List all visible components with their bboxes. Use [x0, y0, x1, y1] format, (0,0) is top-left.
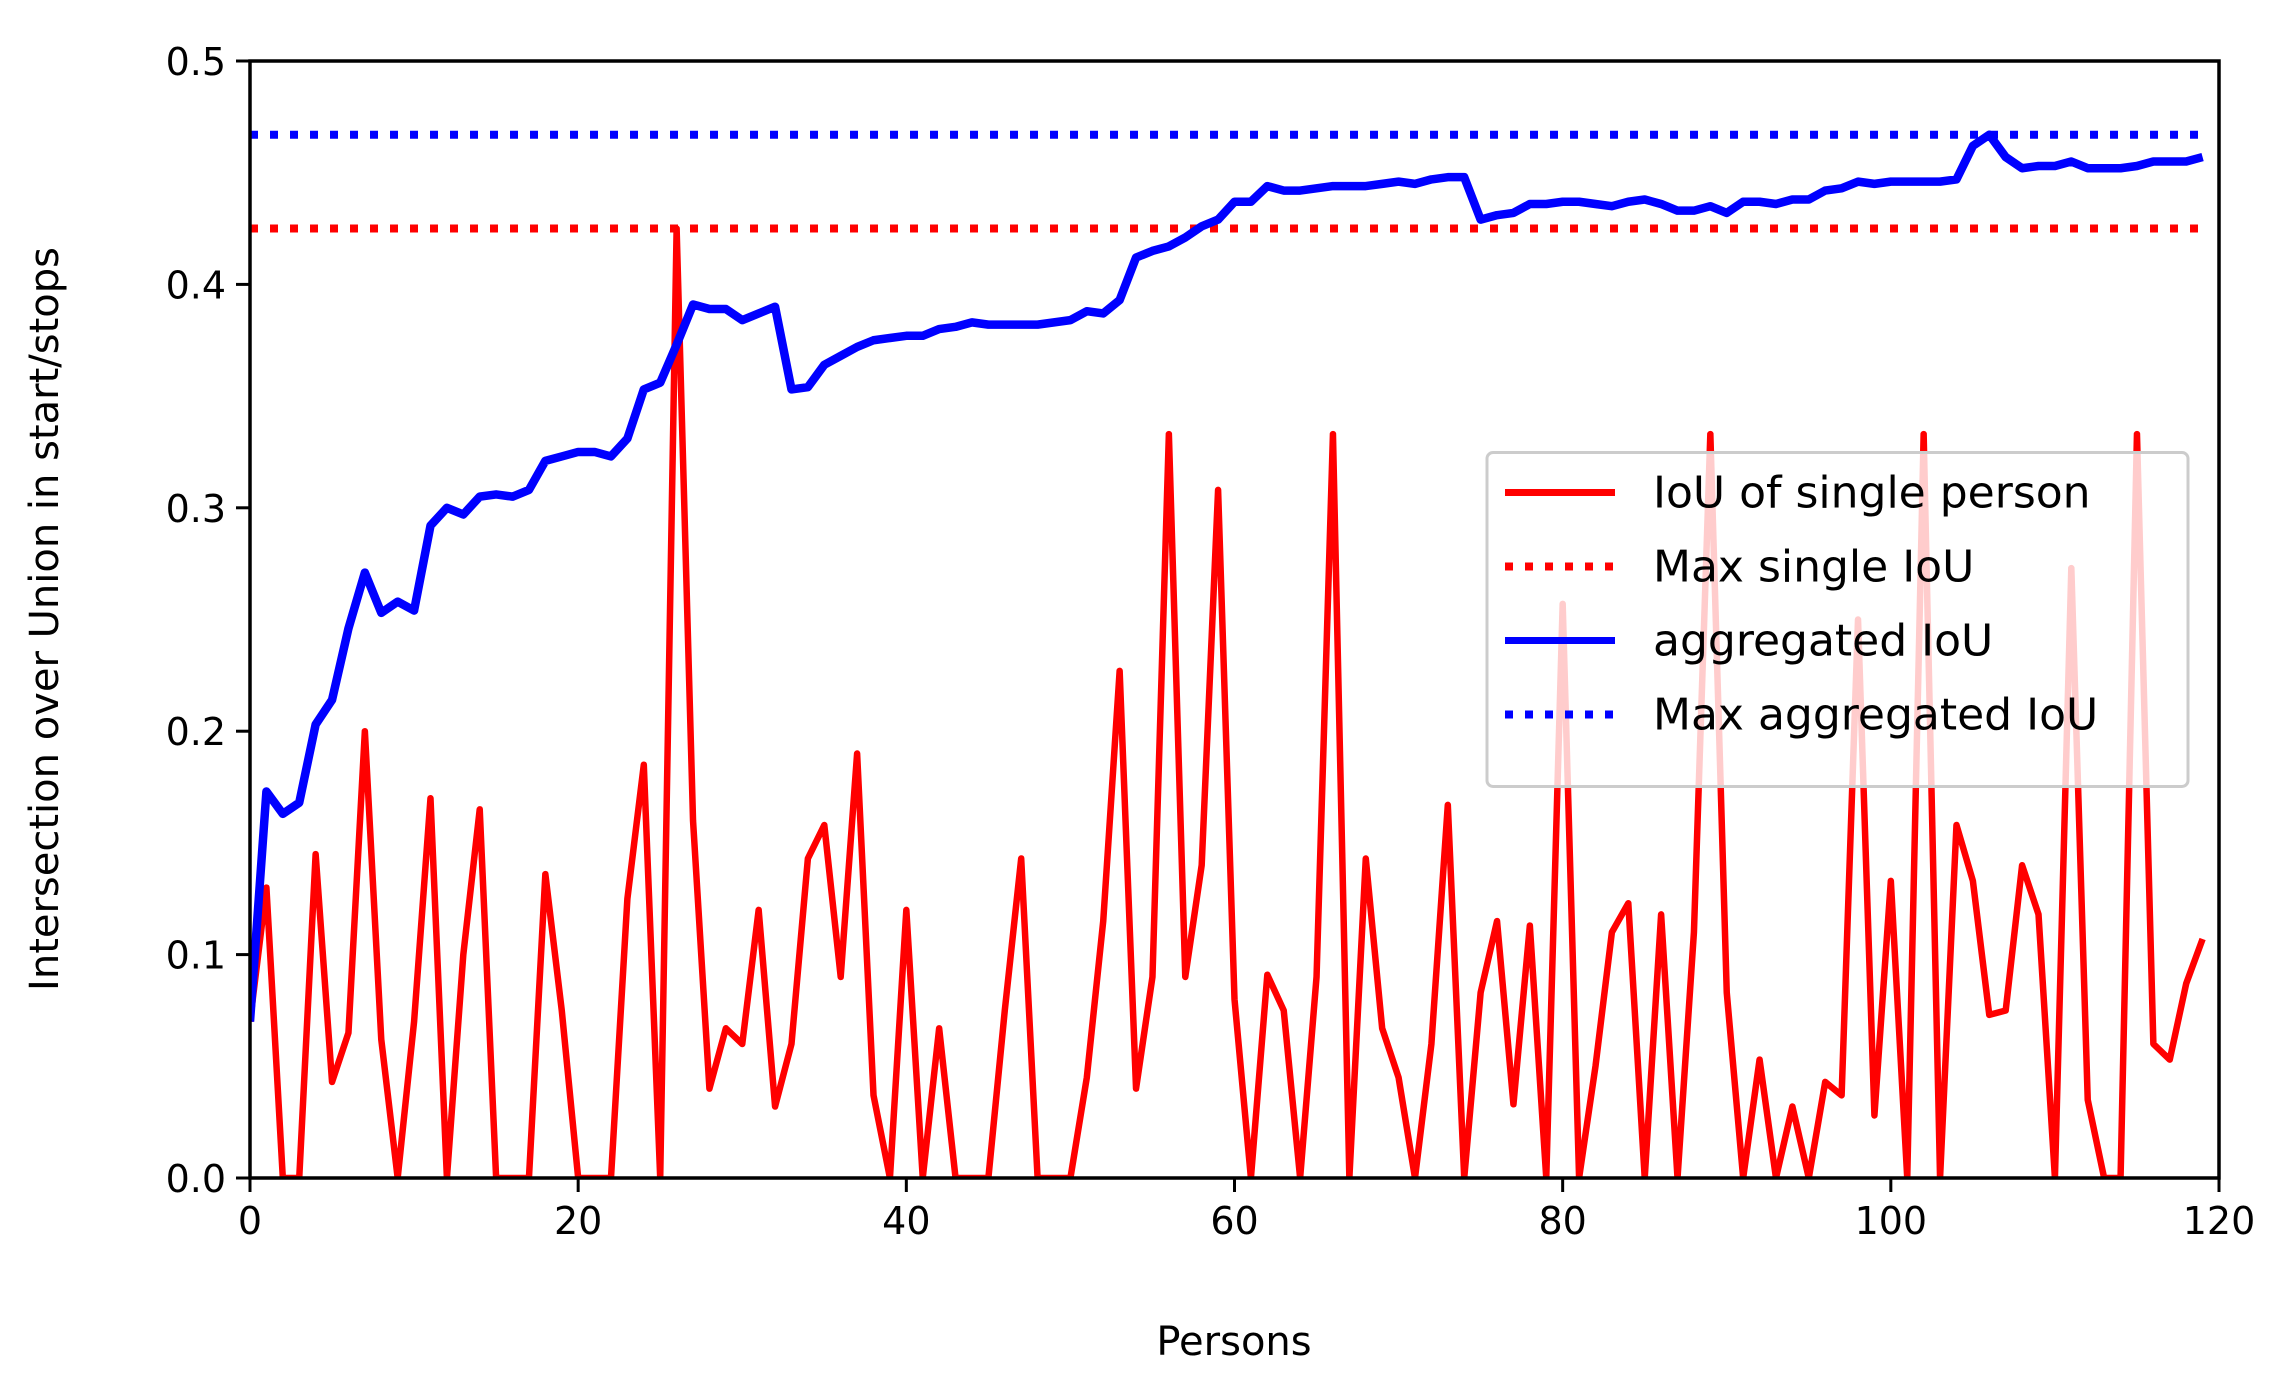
- x-tick-label: 0: [238, 1199, 262, 1243]
- x-axis-label: Persons: [1156, 1319, 1311, 1365]
- legend-label: Max single IoU: [1653, 542, 1974, 593]
- legend-box: [1485, 451, 2190, 788]
- y-tick-label: 0.2: [166, 710, 226, 754]
- y-tick-label: 0.0: [166, 1157, 226, 1201]
- y-tick-label: 0.3: [166, 487, 226, 531]
- x-tick-label: 100: [1855, 1199, 1928, 1243]
- legend-label: Max aggregated IoU: [1653, 690, 2098, 741]
- y-tick-label: 0.4: [166, 263, 226, 307]
- legend-label: aggregated IoU: [1653, 616, 1993, 667]
- data-line: [250, 225, 2206, 1178]
- plot-area: [250, 130, 2206, 1178]
- x-tick-label: 120: [2183, 1199, 2256, 1243]
- x-tick-label: 20: [554, 1199, 602, 1243]
- y-tick-label: 0.5: [166, 40, 226, 84]
- x-tick-label: 80: [1538, 1199, 1586, 1243]
- x-tick-label: 40: [882, 1199, 930, 1243]
- y-axis-label: Intersection over Union in start/stops: [22, 247, 68, 991]
- x-tick-label: 60: [1210, 1199, 1258, 1243]
- legend-label: IoU of single person: [1653, 468, 2091, 519]
- y-tick-label: 0.1: [166, 934, 226, 978]
- plot-frame: [248, 59, 2221, 1180]
- data-line: [250, 130, 2204, 1022]
